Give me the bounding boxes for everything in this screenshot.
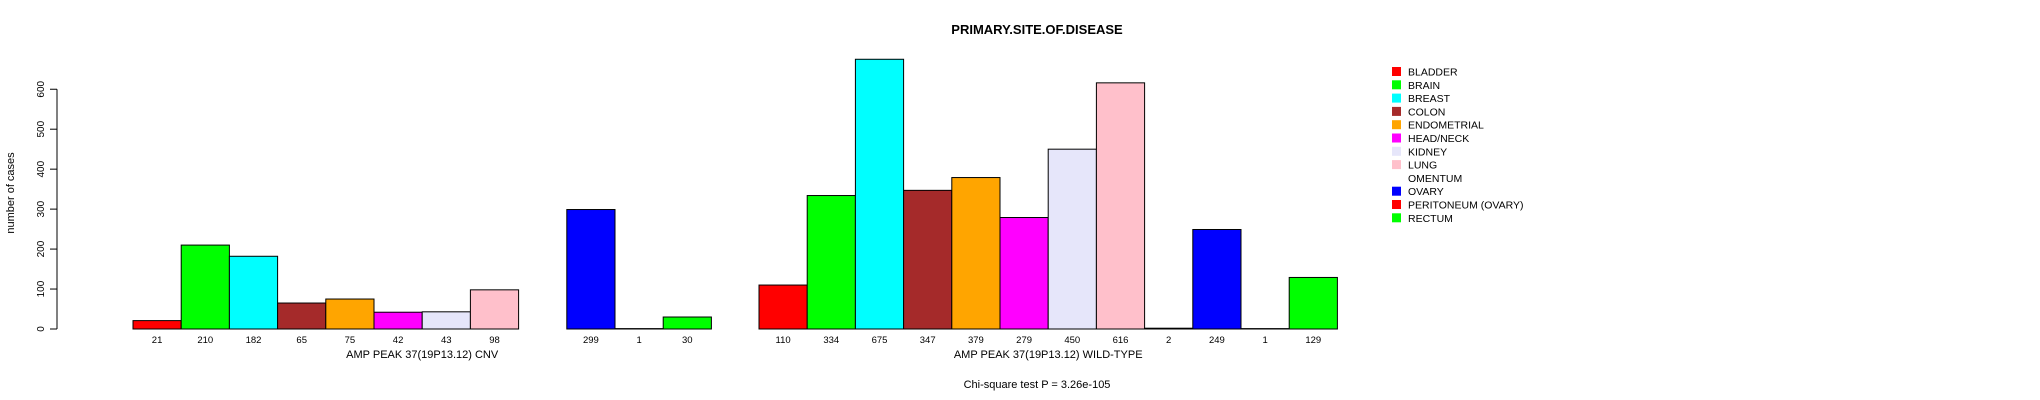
legend-label: BREAST <box>1408 93 1451 105</box>
y-tick-label: 100 <box>36 280 47 297</box>
legend-swatch <box>1392 67 1401 76</box>
chi-square-footnote: Chi-square test P = 3.26e-105 <box>964 379 1111 391</box>
legend-label: OVARY <box>1408 186 1444 198</box>
legend-item: BRAIN <box>1392 80 1440 92</box>
bar <box>1288 276 1338 330</box>
bar-group: 21 210 182 65 75 42 43 98 299 1 30 AMP PEAK 37(19P1… <box>132 209 712 361</box>
bar <box>421 311 471 330</box>
bar <box>132 320 182 330</box>
bar-count-label: 21 <box>152 335 163 346</box>
bar-count-label: 334 <box>823 335 839 346</box>
legend-label: BLADDER <box>1408 67 1458 79</box>
bar-count-label: 1 <box>1262 335 1267 346</box>
y-axis: 0 100 200 300 400 500 600 <box>36 80 58 332</box>
bar <box>662 316 712 330</box>
bar-count-label: 43 <box>441 335 452 346</box>
bar <box>903 189 953 330</box>
legend-item: BLADDER <box>1392 67 1458 79</box>
legend-item: OVARY <box>1392 186 1444 198</box>
bar-count-label: 30 <box>682 335 693 346</box>
bar-count-label: 2 <box>1166 335 1171 346</box>
legend-label: LUNG <box>1408 160 1437 172</box>
bar-count-label: 182 <box>246 335 262 346</box>
y-tick-label: 200 <box>36 240 47 257</box>
chart-title: PRIMARY.SITE.OF.DISEASE <box>951 22 1123 37</box>
bar <box>1095 82 1146 330</box>
group-label: AMP PEAK 37(19P13.12) WILD-TYPE <box>954 349 1143 361</box>
bar <box>566 209 616 330</box>
legend-label: RECTUM <box>1408 213 1453 225</box>
y-axis-label: number of cases <box>5 152 17 234</box>
legend-swatch <box>1392 106 1401 116</box>
group-label: AMP PEAK 37(19P13.12) CNV <box>346 349 499 361</box>
bar-count-label: 379 <box>968 335 984 346</box>
bar-count-label: 65 <box>296 335 307 346</box>
legend-item: PERITONEUM (OVARY) <box>1392 200 1524 212</box>
bar-count-label: 1 <box>636 335 641 346</box>
legend-swatch <box>1392 186 1401 196</box>
legend-swatch <box>1392 160 1401 170</box>
y-tick-label: 0 <box>36 326 47 332</box>
bar <box>1144 327 1194 330</box>
legend-swatch <box>1392 173 1401 183</box>
legend-swatch <box>1392 93 1401 103</box>
bar-count-label: 42 <box>393 335 404 346</box>
bar <box>469 289 520 330</box>
legend-label: HEAD/NECK <box>1408 133 1469 145</box>
bar-count-label: 347 <box>920 335 936 346</box>
bar <box>1047 148 1097 330</box>
bar-count-label: 675 <box>872 335 888 346</box>
bar <box>180 244 230 330</box>
bar <box>277 302 327 330</box>
legend-swatch <box>1392 200 1401 209</box>
y-tick-label: 300 <box>36 200 47 217</box>
y-tick-label: 600 <box>36 80 47 97</box>
legend-item: LUNG <box>1392 160 1437 172</box>
legend-item: OMENTUM <box>1392 173 1462 185</box>
bar-count-label: 98 <box>489 335 500 346</box>
legend-label: BRAIN <box>1408 80 1440 92</box>
legend-swatch <box>1392 80 1401 90</box>
legend-swatch <box>1392 120 1401 130</box>
legend-item: BREAST <box>1392 93 1451 105</box>
legend-swatch <box>1392 146 1401 156</box>
bar <box>854 58 905 330</box>
bar-count-label: 299 <box>583 335 599 346</box>
legend-item: RECTUM <box>1392 213 1453 225</box>
bar-count-label: 249 <box>1209 335 1225 346</box>
bar <box>951 177 1001 330</box>
bar <box>228 255 279 330</box>
legend-swatch <box>1392 133 1401 143</box>
bar-count-label: 129 <box>1305 335 1321 346</box>
bar-count-label: 616 <box>1113 335 1129 346</box>
bar <box>325 298 375 330</box>
y-tick-label: 500 <box>36 120 47 137</box>
bar-count-label: 110 <box>776 335 791 346</box>
bar-count-label: 279 <box>1016 335 1032 346</box>
legend-item: KIDNEY <box>1392 146 1447 158</box>
legend-item: ENDOMETRIAL <box>1392 120 1484 132</box>
legend-label: PERITONEUM (OVARY) <box>1408 200 1524 212</box>
bar-group: 110 334 675 347 379 279 450 616 2 249 1 129 AMP PEAK… <box>758 58 1338 361</box>
legend-swatch <box>1392 213 1401 223</box>
bar-count-label: 210 <box>197 335 213 346</box>
legend-item: COLON <box>1392 106 1445 118</box>
bar <box>806 195 856 330</box>
bar <box>999 217 1049 330</box>
legend-label: KIDNEY <box>1408 146 1447 158</box>
bar <box>758 284 808 330</box>
legend-label: ENDOMETRIAL <box>1408 120 1484 132</box>
bar <box>373 311 423 330</box>
legend-label: COLON <box>1408 106 1445 118</box>
bar-count-label: 75 <box>345 335 356 346</box>
y-tick-label: 400 <box>36 160 47 177</box>
legend-label: OMENTUM <box>1408 173 1462 185</box>
bar-count-label: 450 <box>1064 335 1080 346</box>
legend-item: HEAD/NECK <box>1392 133 1469 145</box>
bar <box>1192 228 1242 330</box>
